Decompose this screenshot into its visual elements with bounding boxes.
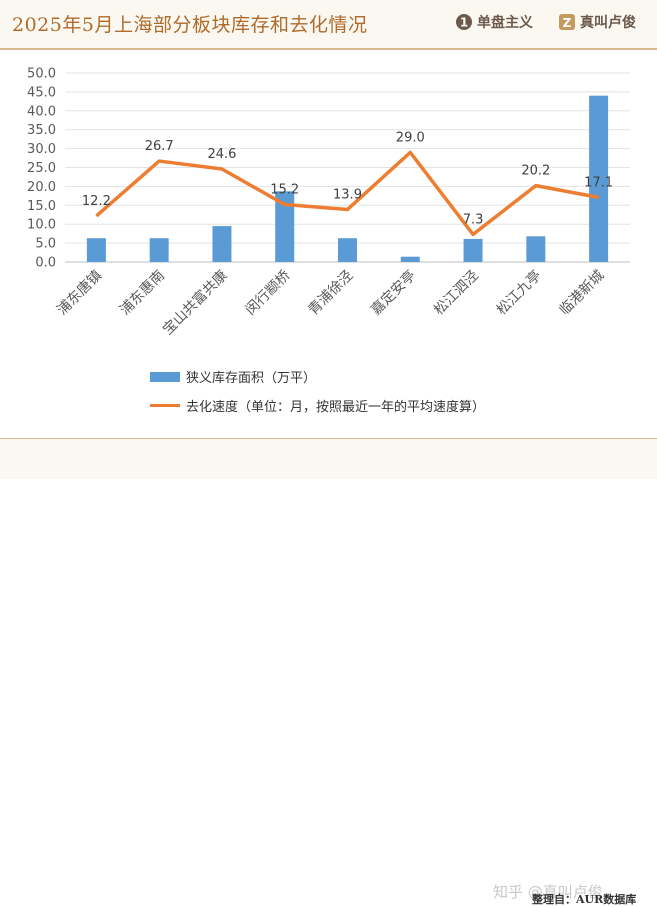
data-label: 7.3: [463, 212, 484, 227]
data-label: 20.2: [521, 164, 550, 179]
y-tick-label: 40.0: [27, 104, 56, 119]
data-label: 24.6: [207, 147, 236, 162]
bar: [275, 191, 295, 262]
y-tick-label: 10.0: [27, 218, 56, 233]
source-note: 整理自：AUR数据库: [532, 893, 637, 906]
data-label: 15.2: [270, 183, 299, 198]
y-tick-label: 15.0: [27, 199, 56, 214]
legend-line-swatch: [150, 404, 180, 407]
data-label: 26.7: [145, 139, 174, 154]
lujun-logo-icon: Z: [558, 12, 576, 32]
header-divider: [0, 48, 657, 50]
x-tick-label: 浦东惠南: [117, 268, 168, 319]
legend-line-label: 去化速度（单位：月，按照最近一年的平均速度算）: [186, 400, 486, 415]
bar: [338, 238, 357, 262]
bar: [463, 238, 483, 262]
x-tick-label: 临港新城: [557, 268, 608, 319]
footer-divider: [0, 438, 657, 439]
y-tick-label: 30.0: [27, 142, 56, 157]
x-tick-label: 宝山共富共康: [159, 267, 230, 338]
y-tick-label: 20.0: [27, 180, 56, 195]
data-label: 17.1: [584, 175, 613, 190]
legend-line-entry: 去化速度（单位：月，按照最近一年的平均速度算）: [150, 396, 485, 415]
x-tick-label: 嘉定安亭: [367, 267, 419, 319]
series-line: [95, 150, 599, 237]
danpan-logo-icon: 1: [455, 12, 473, 32]
data-label: 29.0: [396, 130, 425, 145]
legend-bar-swatch: [150, 371, 180, 382]
y-tick-label: 35.0: [27, 123, 56, 138]
x-tick-label: 松江泗泾: [431, 268, 482, 319]
bar: [400, 256, 420, 262]
y-tick-label: 0.0: [35, 256, 56, 271]
brand1-name: 单盘主义: [477, 15, 533, 31]
bar: [86, 238, 106, 262]
bar: [589, 95, 609, 263]
brand-danpan: 1 单盘主义: [455, 12, 533, 32]
y-tick-label: 25.0: [27, 161, 56, 176]
brand-lujun: Z 真叫卢俊: [558, 12, 636, 32]
bar: [149, 238, 169, 262]
data-label: 13.9: [333, 187, 362, 202]
svg-text:1: 1: [460, 16, 468, 30]
y-tick-label: 50.0: [27, 67, 56, 82]
x-tick-label: 浦东唐镇: [54, 267, 106, 319]
bar: [526, 236, 546, 262]
footer-bar: 知乎 @真叫卢俊 整理自：AUR数据库: [0, 439, 657, 906]
x-tick-label: 青浦徐泾: [305, 268, 356, 319]
legend-bar-label: 狭义库存面积（万平）: [186, 371, 317, 386]
y-tick-label: 45.0: [27, 85, 56, 100]
legend-bar-entry: 狭义库存面积（万平）: [150, 367, 316, 386]
chart-area: 0.0 5.0 10.0 15.0 20.0 25.0 30.0 35.0 40.0 45.0 50…: [27, 67, 630, 338]
bar: [212, 226, 232, 262]
y-tick-label: 5.0: [35, 237, 56, 252]
page-title: 2025年5月上海部分板块库存和去化情况: [12, 14, 368, 36]
x-tick-label: 松江九亭: [493, 267, 545, 319]
x-tick-label: 闵行颛桥: [243, 268, 294, 319]
data-label: 12.2: [82, 194, 111, 209]
svg-text:Z: Z: [563, 16, 572, 30]
brand2-name: 真叫卢俊: [580, 15, 636, 31]
header-bar: 2025年5月上海部分板块库存和去化情况 1 单盘主义 Z 真叫卢俊: [0, 0, 657, 48]
